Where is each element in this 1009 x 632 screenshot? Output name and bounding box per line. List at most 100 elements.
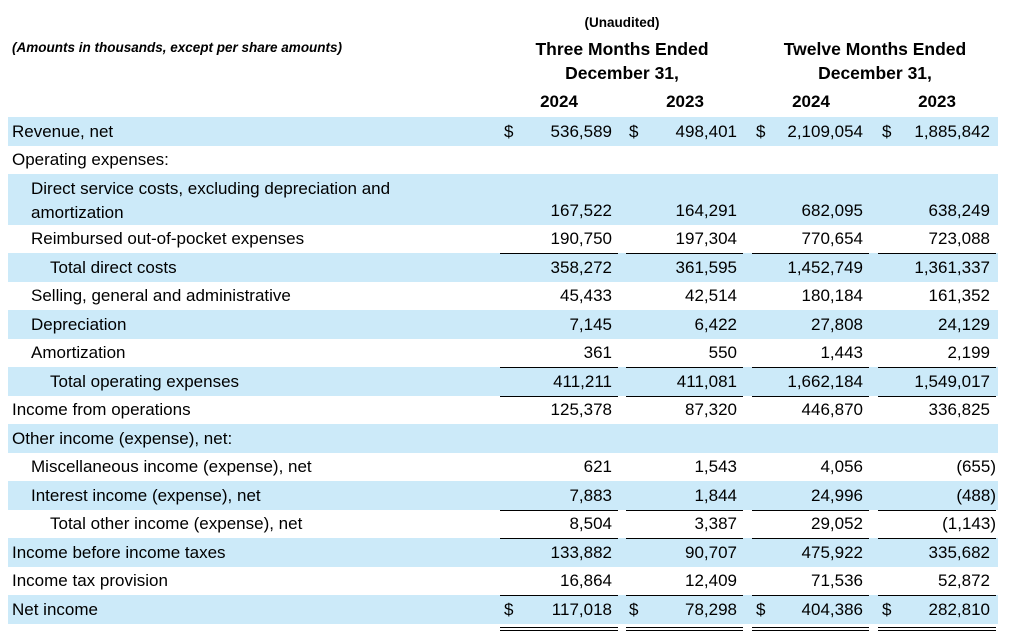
cell-value: 1,361,337 [914,257,990,277]
currency-symbol: $ [504,121,514,141]
column-group-title: December 31, [818,63,932,83]
cell-value: 45,433 [560,286,612,305]
cell-rule [752,395,869,397]
cell-rule [752,538,869,539]
row-shade [8,367,998,396]
column-group-title: Twelve Months Ended [783,39,967,59]
cell-value: 161,352 [928,286,990,305]
cell-value: 536,589 [550,121,612,141]
cell-rule [626,538,743,539]
cell-value: 125,378 [550,400,612,419]
row-label: Interest income (expense), net [31,485,261,505]
cell-value: 27,808 [811,314,863,334]
row-label: Net income [12,599,98,619]
cell-value: 404,386 [801,599,863,619]
cell-value: 282,810 [928,599,990,619]
row-label: Operating expenses: [12,150,169,169]
cell-rule [500,395,618,397]
cell-rule [500,253,618,254]
cell-value: 87,320 [685,400,737,419]
cell-rule [752,509,869,511]
cell-rule [752,253,869,254]
cell-value: 24,129 [938,314,990,334]
cell-value: 164,291 [675,200,737,220]
cell-value: 24,996 [811,485,863,505]
row-label: Total other income (expense), net [50,514,303,533]
cell-value: 1,452,749 [787,257,863,277]
cell-value: 42,514 [685,286,737,305]
cell-value: 3,387 [694,514,737,533]
row-label: Revenue, net [12,121,114,141]
cell-value: 1,549,017 [914,371,990,391]
cell-value: 1,885,842 [914,121,990,141]
cell-value: 358,272 [550,257,612,277]
cell-value: 1,443 [820,343,863,362]
double-rule [500,626,618,628]
cell-value: 498,401 [675,121,737,141]
currency-symbol: $ [504,599,514,619]
cell-rule [626,595,743,596]
cell-value: 335,682 [928,542,990,562]
currency-symbol: $ [882,121,892,141]
row-label: Total direct costs [50,257,177,277]
row-label: Amortization [31,343,126,362]
row-label: Direct service costs, excluding deprecia… [31,178,391,198]
cell-rule [752,595,869,596]
row-label: Selling, general and administrative [31,286,291,305]
cell-value: (488) [956,485,996,505]
row-label: Other income (expense), net: [12,428,233,448]
cell-value: 638,249 [928,200,990,220]
column-group-title: Three Months Ended [535,39,709,59]
cell-value: 16,864 [560,571,612,590]
double-rule [878,629,996,631]
cell-value: 71,536 [811,571,863,590]
cell-rule [878,509,996,511]
cell-rule [878,538,996,539]
row-label: Income from operations [12,400,191,419]
row-label: Depreciation [31,314,127,334]
year-header: 2023 [918,92,956,111]
double-rule [500,629,618,631]
cell-value: 770,654 [801,229,863,248]
cell-value: 133,882 [550,542,612,562]
cell-value: 682,095 [801,200,863,220]
row-shade [8,595,998,624]
cell-value: 197,304 [675,229,737,248]
unaudited-label: (Unaudited) [584,15,660,30]
year-header: 2023 [666,92,704,111]
cell-value: 446,870 [801,400,863,419]
cell-value: 621 [583,457,612,476]
cell-value: (1,143) [942,514,996,533]
cell-value: 180,184 [801,286,863,305]
currency-symbol: $ [756,599,766,619]
row-shade [8,117,998,146]
cell-value: 167,522 [550,200,612,220]
cell-value: 117,018 [551,599,612,619]
double-rule [878,626,996,628]
row-label: amortization [31,202,124,222]
cell-rule [878,395,996,397]
currency-symbol: $ [756,121,766,141]
amounts-note: (Amounts in thousands, except per share … [12,40,343,55]
cell-value: (655) [956,457,996,476]
cell-rule [752,367,869,368]
cell-rule [500,367,618,368]
cell-rule [626,367,743,368]
cell-value: 336,825 [928,400,990,419]
year-header: 2024 [792,92,830,111]
row-label: Miscellaneous income (expense), net [31,457,312,476]
cell-value: 8,504 [569,514,612,533]
currency-symbol: $ [629,121,639,141]
currency-symbol: $ [882,599,892,619]
cell-value: 2,199 [947,343,990,362]
row-label: Reimbursed out-of-pocket expenses [31,229,305,248]
cell-rule [878,367,996,368]
cell-value: 4,056 [820,457,863,476]
row-label: Income before income taxes [12,542,226,562]
cell-value: 1,543 [694,457,737,476]
cell-rule [878,253,996,254]
cell-rule [500,509,618,511]
row-label: Total operating expenses [50,371,240,391]
cell-value: 411,081 [676,371,737,391]
